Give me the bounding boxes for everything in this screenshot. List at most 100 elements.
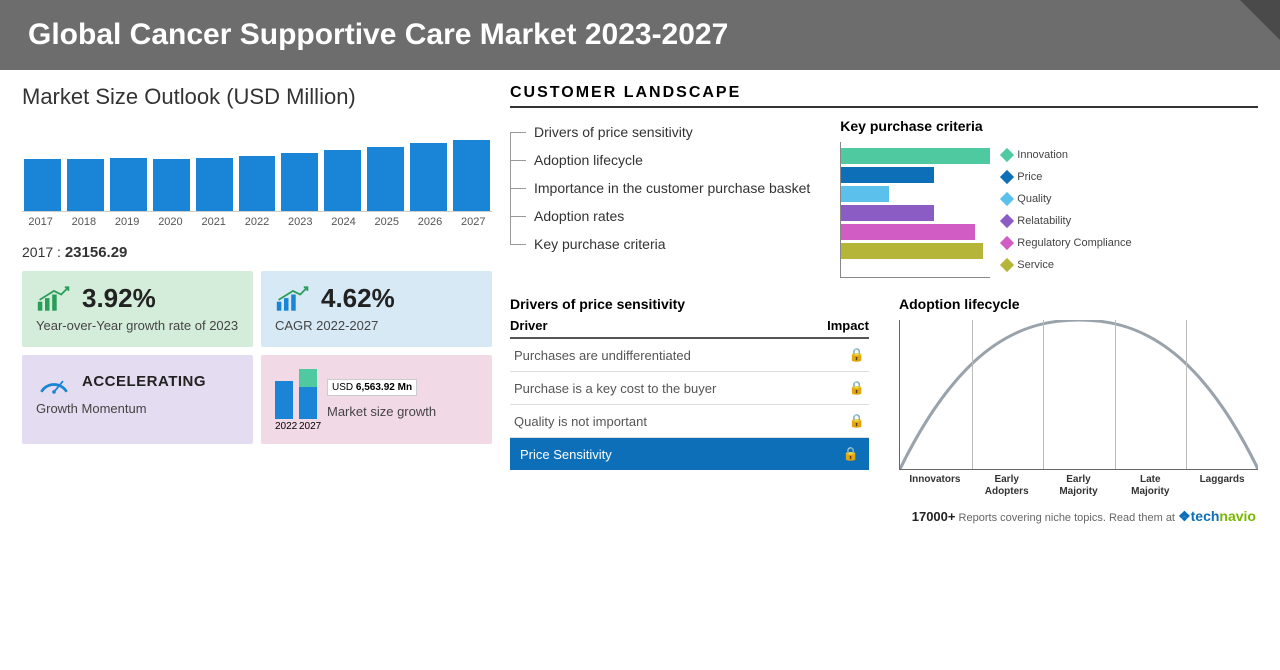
outlook-year-label: 2027 xyxy=(455,216,492,228)
outlook-year-label: 2020 xyxy=(152,216,189,228)
footer: 17000+ Reports covering niche topics. Re… xyxy=(0,502,1280,531)
driver-label: Quality is not important xyxy=(514,414,647,429)
adoption-vline xyxy=(1115,320,1116,469)
kpc-panel: Key purchase criteria Innovation Price Qua… xyxy=(840,118,1258,278)
drivers-col-impact: Impact xyxy=(827,318,869,333)
corner-fold xyxy=(1240,0,1280,40)
driver-label: Purchases are undifferentiated xyxy=(514,348,691,363)
adoption-vline xyxy=(1186,320,1187,469)
page-header: Global Cancer Supportive Care Market 202… xyxy=(0,0,1280,70)
legend-swatch xyxy=(1000,170,1014,184)
growth-mini-chart: 2022 2027 xyxy=(275,367,317,432)
right-column: CUSTOMER LANDSCAPE Drivers of price sens… xyxy=(510,84,1258,498)
lock-icon: 🔒 xyxy=(849,413,865,429)
legend-label: Service xyxy=(1017,259,1054,271)
criteria-item: Importance in the customer purchase bask… xyxy=(510,174,810,202)
adoption-curve xyxy=(900,320,1258,469)
kpc-bar xyxy=(841,205,933,221)
growth-badge: USD 6,563.92 Mn xyxy=(327,379,417,396)
kpc-bar xyxy=(841,186,889,202)
kpc-legend-item: Quality xyxy=(1002,190,1131,208)
footer-count: 17000+ xyxy=(912,509,956,524)
outlook-year-label: 2026 xyxy=(411,216,448,228)
legend-swatch xyxy=(1000,236,1014,250)
adoption-stage-label: EarlyMajority xyxy=(1043,474,1115,498)
legend-label: Innovation xyxy=(1017,149,1068,161)
base-year-number: 23156.29 xyxy=(65,244,128,261)
drivers-row[interactable]: Purchases are undifferentiated 🔒 xyxy=(510,339,869,372)
adoption-stage-label: LateMajority xyxy=(1114,474,1186,498)
kpc-legend-item: Relatability xyxy=(1002,212,1131,230)
outlook-year-label: 2021 xyxy=(195,216,232,228)
outlook-year-label: 2022 xyxy=(238,216,275,228)
lock-icon: 🔒 xyxy=(849,380,865,396)
tile-momentum: ACCELERATING Growth Momentum xyxy=(22,355,253,444)
drivers-panel: Drivers of price sensitivity Driver Impa… xyxy=(510,296,869,498)
growth-mini-year: 2027 xyxy=(299,421,317,432)
growth-mini-bar xyxy=(275,381,293,419)
outlook-year-label: 2017 xyxy=(22,216,59,228)
outlook-bar xyxy=(453,140,490,211)
kpc-title: Key purchase criteria xyxy=(840,118,1258,134)
kpc-bar-chart xyxy=(840,142,990,278)
outlook-bar xyxy=(239,156,276,211)
outlook-bar xyxy=(196,158,233,211)
growth-icon xyxy=(36,284,72,314)
driver-label: Purchase is a key cost to the buyer xyxy=(514,381,716,396)
tile-growth: 20222027 USD 6,563.92 Mn Market size gro… xyxy=(261,355,492,444)
lock-icon: 🔒 xyxy=(843,446,859,462)
base-year-value: 2017 : 23156.29 xyxy=(22,244,492,261)
adoption-title: Adoption lifecycle xyxy=(899,296,1258,312)
lock-icon: 🔒 xyxy=(849,347,865,363)
kpc-bar xyxy=(841,167,933,183)
adoption-labels: InnovatorsEarlyAdoptersEarlyMajorityLate… xyxy=(899,474,1258,498)
outlook-bar-labels: 2017201820192020202120222023202420252026… xyxy=(22,216,492,228)
outlook-bar-chart xyxy=(22,122,492,212)
page-title: Global Cancer Supportive Care Market 202… xyxy=(28,18,1252,52)
kpc-legend-item: Regulatory Compliance xyxy=(1002,234,1131,252)
outlook-year-label: 2023 xyxy=(282,216,319,228)
outlook-bar xyxy=(324,150,361,211)
legend-label: Price xyxy=(1017,171,1042,183)
adoption-stage-label: EarlyAdopters xyxy=(971,474,1043,498)
kpc-legend-item: Innovation xyxy=(1002,146,1131,164)
adoption-stage-label: Innovators xyxy=(899,474,971,498)
technavio-logo: ❖technavio xyxy=(1178,508,1256,524)
legend-swatch xyxy=(1000,258,1014,272)
adoption-stage-label: Laggards xyxy=(1186,474,1258,498)
legend-label: Regulatory Compliance xyxy=(1017,237,1131,249)
kpc-legend-item: Service xyxy=(1002,256,1131,274)
growth-mini-year: 2022 xyxy=(275,421,293,432)
drivers-col-driver: Driver xyxy=(510,318,548,333)
outlook-year-label: 2024 xyxy=(325,216,362,228)
outlook-bar xyxy=(367,147,404,211)
drivers-active-label: Price Sensitivity xyxy=(520,447,612,462)
momentum-value: ACCELERATING xyxy=(82,373,206,390)
adoption-vline xyxy=(972,320,973,469)
legend-swatch xyxy=(1000,148,1014,162)
cagr-value: 4.62% xyxy=(321,283,395,314)
kpc-bar xyxy=(841,224,975,240)
drivers-table-head: Driver Impact xyxy=(510,318,869,339)
drivers-row[interactable]: Purchase is a key cost to the buyer 🔒 xyxy=(510,372,869,405)
momentum-label: Growth Momentum xyxy=(36,401,239,418)
left-column: Market Size Outlook (USD Million) 2017 20… xyxy=(22,84,492,498)
outlook-title: Market Size Outlook (USD Million) xyxy=(22,84,492,110)
legend-label: Quality xyxy=(1017,193,1051,205)
outlook-bar xyxy=(67,159,104,212)
legend-swatch xyxy=(1000,214,1014,228)
kpc-legend-item: Price xyxy=(1002,168,1131,186)
criteria-item: Adoption lifecycle xyxy=(510,146,810,174)
footer-text: Reports covering niche topics. Read them… xyxy=(959,512,1175,524)
customer-criteria-list: Drivers of price sensitivityAdoption lif… xyxy=(510,118,810,278)
outlook-year-label: 2018 xyxy=(65,216,102,228)
criteria-item: Drivers of price sensitivity xyxy=(510,118,810,146)
drivers-row-active[interactable]: Price Sensitivity 🔒 xyxy=(510,438,869,470)
outlook-bar xyxy=(410,143,447,211)
drivers-title: Drivers of price sensitivity xyxy=(510,296,869,312)
outlook-bar xyxy=(281,153,318,211)
legend-label: Relatability xyxy=(1017,215,1071,227)
drivers-row[interactable]: Quality is not important 🔒 xyxy=(510,405,869,438)
adoption-chart xyxy=(899,320,1258,470)
customer-heading: CUSTOMER LANDSCAPE xyxy=(510,84,1258,108)
